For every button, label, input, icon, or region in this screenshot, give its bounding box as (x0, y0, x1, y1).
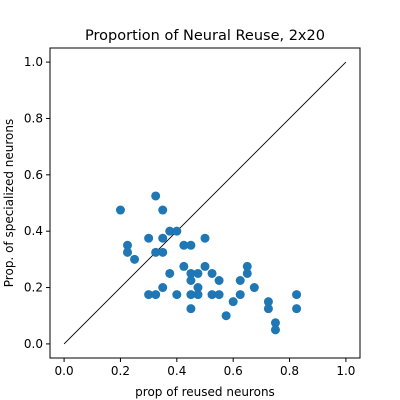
data-point (123, 240, 132, 250)
y-axis: 0.0 0.2 0.4 0.6 0.8 1.0 (24, 55, 50, 351)
data-point (179, 240, 189, 250)
x-axis-label: prop of reused neurons (135, 385, 275, 399)
data-point (200, 233, 210, 243)
data-point (263, 297, 273, 307)
diagonal-reference-line (63, 61, 347, 345)
y-tick-label: 0.0 (24, 337, 43, 351)
data-point (158, 233, 168, 243)
x-tick-label: 0.6 (224, 364, 243, 378)
data-point (228, 297, 238, 307)
data-point (207, 268, 217, 278)
chart-title: Proportion of Neural Reuse, 2x20 (85, 28, 325, 44)
y-tick-label: 0.4 (24, 224, 43, 238)
data-point (158, 247, 168, 257)
data-point (151, 191, 161, 201)
data-point (186, 290, 196, 300)
data-point (165, 268, 175, 278)
data-point (144, 290, 154, 300)
x-axis: 0.0 0.2 0.4 0.6 0.8 1.0 (55, 358, 355, 378)
y-tick-label: 0.2 (24, 281, 43, 295)
data-point (151, 290, 161, 300)
data-point (151, 247, 161, 257)
y-axis-label: Prop. of specialized neurons (2, 119, 16, 287)
data-point (186, 268, 196, 278)
data-point (242, 261, 252, 271)
data-point (172, 290, 182, 300)
data-point (193, 283, 203, 293)
data-point (186, 304, 196, 314)
data-point (292, 290, 302, 300)
data-point (158, 283, 168, 293)
plot-frame (49, 47, 361, 359)
plot-area (63, 61, 347, 345)
x-tick-label: 1.0 (336, 364, 355, 378)
data-point (123, 247, 132, 257)
data-point (235, 290, 245, 300)
data-point (179, 261, 189, 271)
data-point (242, 268, 252, 278)
data-point (214, 290, 224, 300)
data-point (263, 304, 273, 314)
data-point (235, 276, 245, 285)
data-point (214, 276, 224, 285)
data-point (207, 290, 217, 300)
x-tick-label: 0.8 (280, 364, 299, 378)
data-point (115, 205, 125, 215)
x-tick-label: 0.0 (55, 364, 74, 378)
y-tick-label: 1.0 (24, 55, 43, 69)
data-point (186, 240, 196, 250)
data-point (249, 283, 259, 293)
x-tick-label: 0.4 (167, 364, 186, 378)
data-point (165, 226, 175, 236)
data-point (158, 205, 168, 215)
data-point (221, 311, 231, 321)
data-point (130, 254, 140, 264)
y-tick-label: 0.6 (24, 168, 43, 182)
data-point (270, 325, 280, 335)
data-point (193, 290, 203, 300)
data-point (292, 304, 302, 314)
data-point (193, 268, 203, 278)
data-point (270, 318, 280, 328)
data-point (172, 226, 182, 236)
data-point (144, 233, 154, 243)
data-point (200, 261, 210, 271)
y-tick-label: 0.8 (24, 111, 43, 125)
data-point (186, 276, 196, 285)
x-tick-label: 0.2 (111, 364, 130, 378)
